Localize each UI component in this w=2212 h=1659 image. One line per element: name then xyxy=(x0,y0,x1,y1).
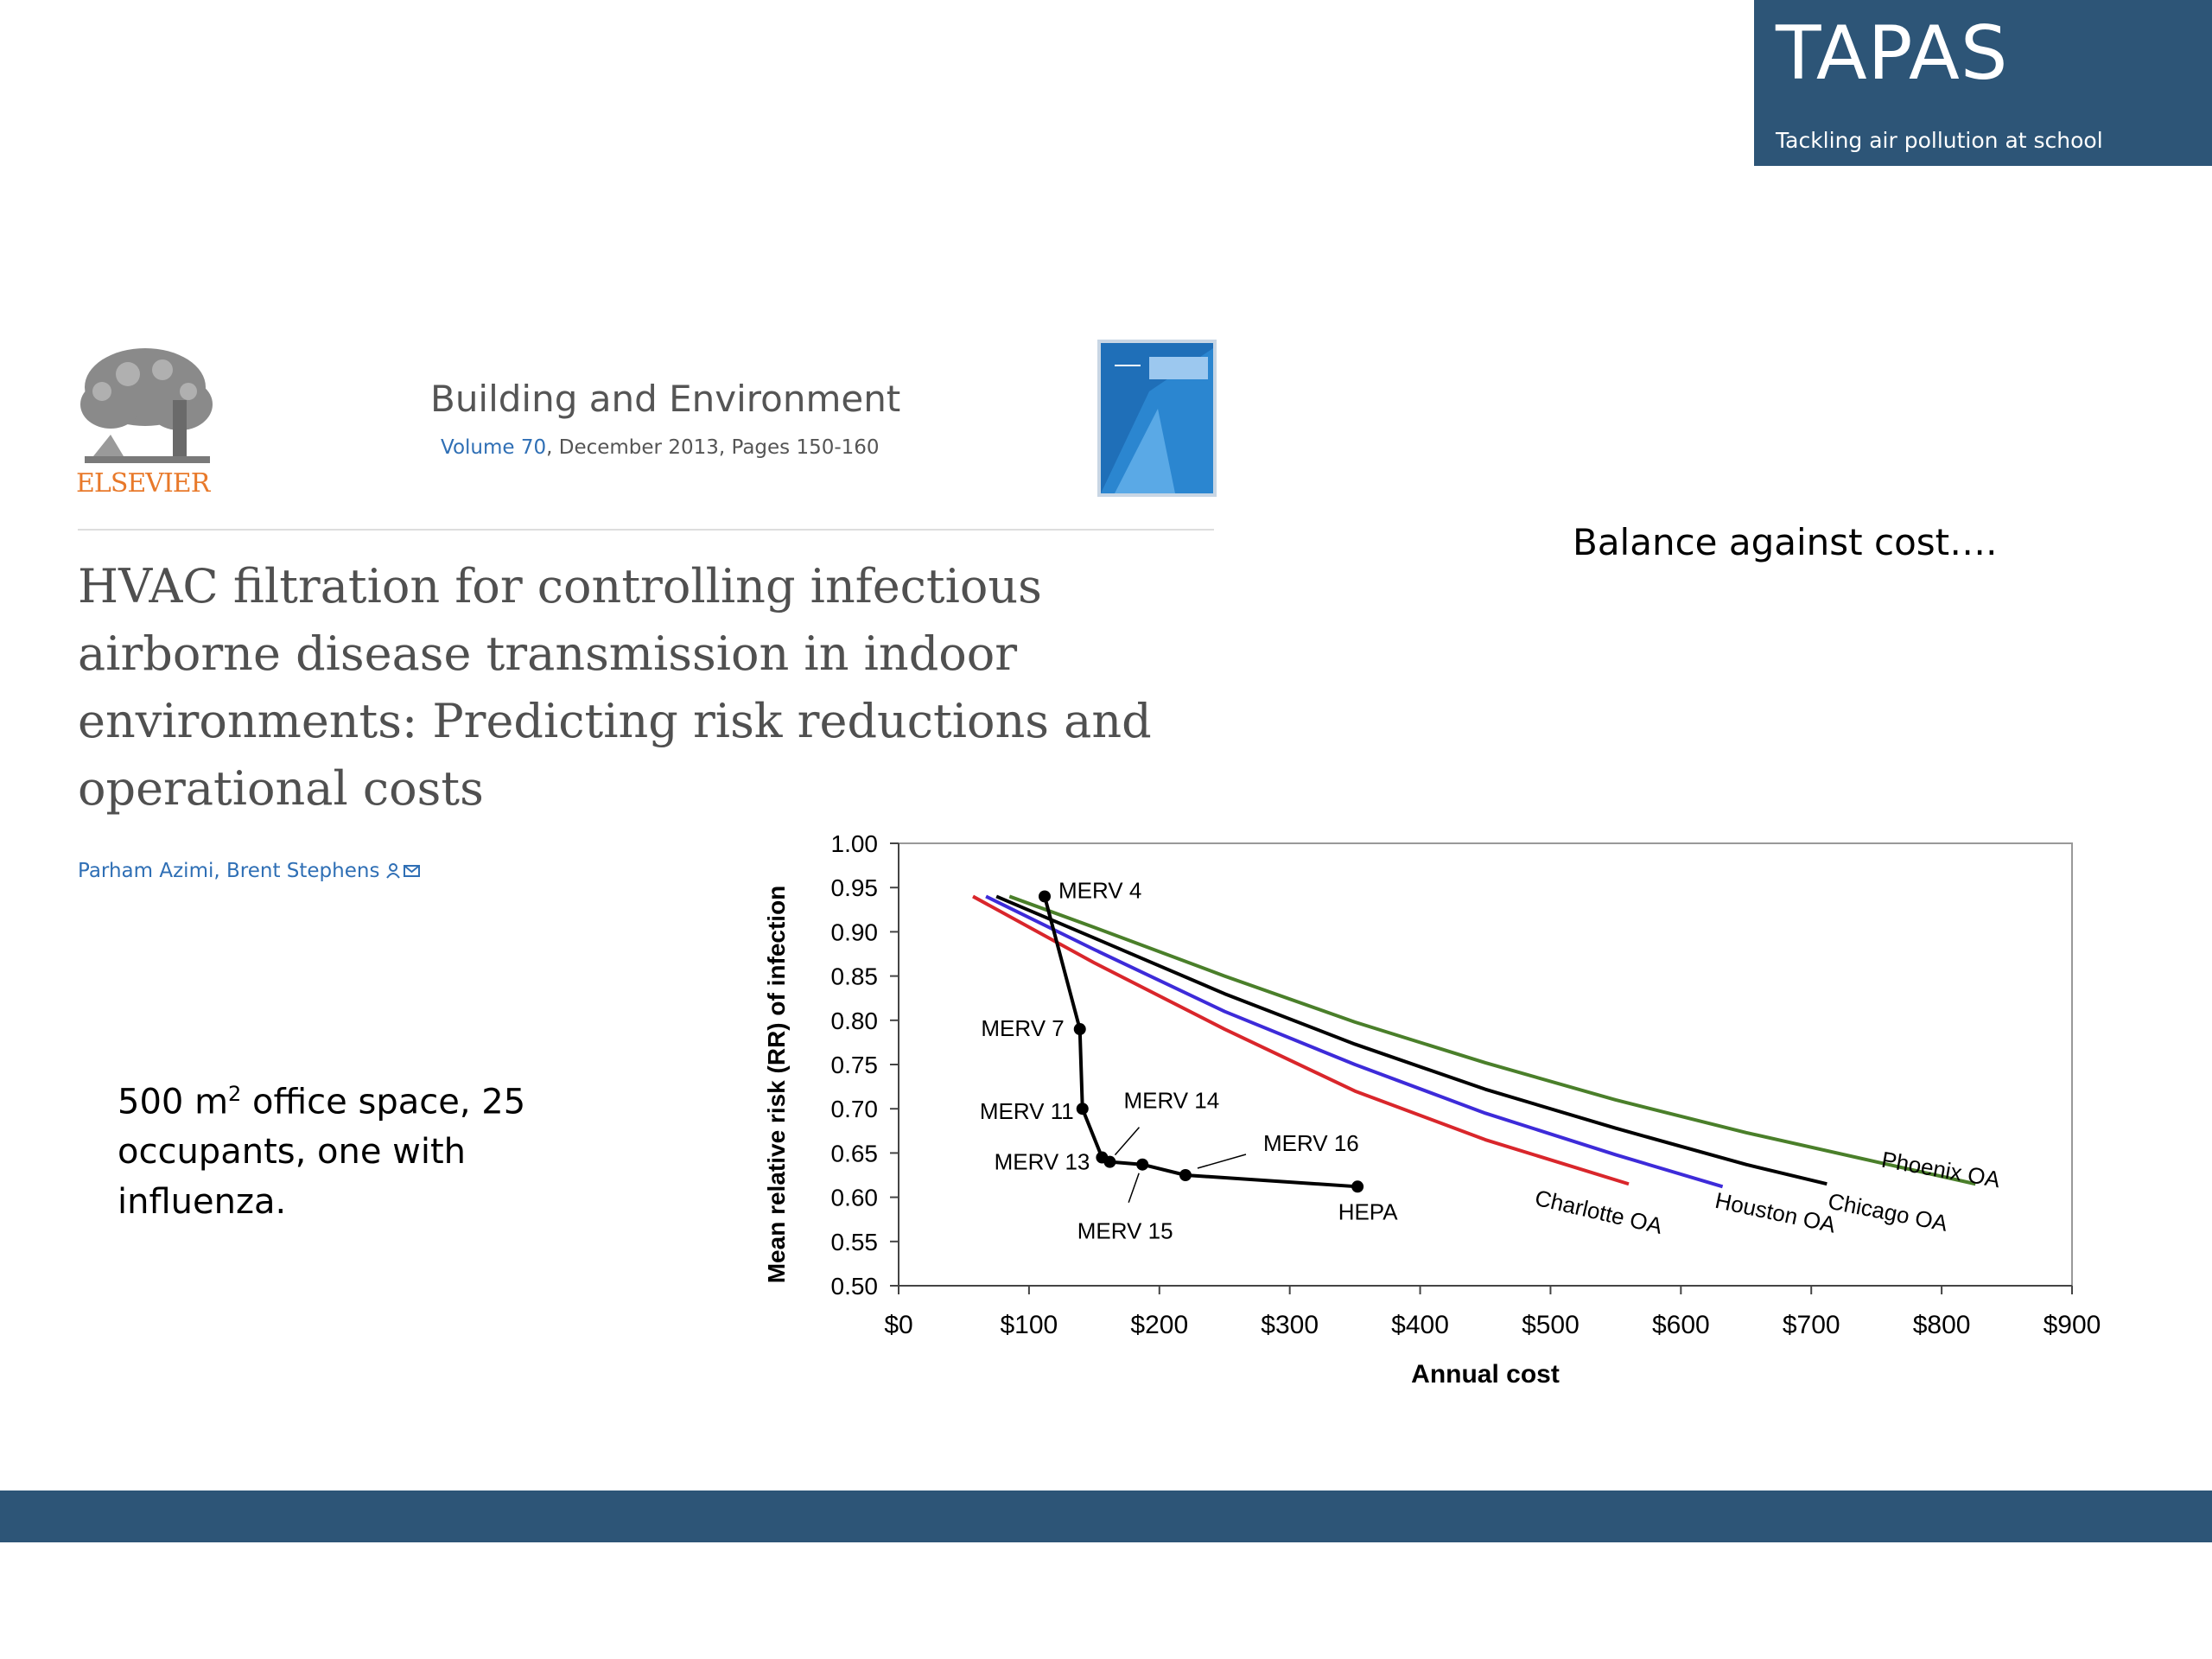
filter-point xyxy=(1136,1158,1149,1171)
y-tick-label: 0.85 xyxy=(831,963,879,990)
series-line-houston-oa xyxy=(985,894,1724,1189)
label-leader xyxy=(1114,1127,1141,1156)
x-tick-label: $0 xyxy=(884,1311,912,1339)
filter-point xyxy=(1103,1155,1116,1168)
x-tick-label: $500 xyxy=(1522,1311,1580,1339)
y-tick-label: 0.55 xyxy=(831,1229,879,1255)
paper-title: HVAC filtration for controlling infectio… xyxy=(78,559,1152,816)
x-tick-label: $600 xyxy=(1652,1311,1710,1339)
x-axis-label: Annual cost xyxy=(1411,1360,1560,1389)
x-tick-label: $100 xyxy=(1001,1311,1058,1339)
y-tick-label: 0.75 xyxy=(831,1052,879,1078)
citation-details: , December 2013, Pages 150-160 xyxy=(546,436,880,459)
person-mail-icon[interactable] xyxy=(385,862,421,881)
filter-label: MERV 4 xyxy=(1058,877,1141,903)
cost-risk-chart: 1.00 0.95 0.90 0.85 0.80 0.75 0.70 0.65 0.60 0.55… xyxy=(763,830,2101,1389)
series-line-chicago-oa xyxy=(995,894,1827,1186)
filter-label: MERV 7 xyxy=(981,1015,1064,1041)
y-tick-label: 0.90 xyxy=(831,918,879,945)
journal-cover-image[interactable] xyxy=(1097,340,1217,497)
author-names[interactable]: Parham Azimi, Brent Stephens xyxy=(78,860,380,882)
filter-curve: MERV 4 MERV 7 MERV 11 MERV 13 MERV 14 MERV 15… xyxy=(980,877,1398,1243)
elsevier-tree-logo xyxy=(80,348,213,463)
header-divider xyxy=(78,529,1214,531)
x-axis-ticks: $0 $100 $200 $300 $400 $500 $600 $700 $800 $900 xyxy=(884,1286,2101,1339)
series-line-charlotte-oa xyxy=(972,894,1630,1186)
filter-point xyxy=(1038,890,1051,903)
journal-citation: Volume 70, December 2013, Pages 150-160 xyxy=(441,436,880,459)
filter-point xyxy=(1351,1180,1364,1193)
y-tick-label: 0.95 xyxy=(831,874,879,901)
y-tick-label: 0.80 xyxy=(831,1007,879,1034)
filter-point xyxy=(1179,1169,1192,1181)
scenario-superscript: 2 xyxy=(228,1082,242,1106)
elsevier-wordmark: ELSEVIER xyxy=(76,468,210,499)
x-tick-label: $400 xyxy=(1391,1311,1449,1339)
filter-point xyxy=(1073,1023,1086,1036)
y-axis-ticks: 1.00 0.95 0.90 0.85 0.80 0.75 0.70 0.65 0.60 0.55… xyxy=(831,830,899,1300)
filter-label: MERV 16 xyxy=(1263,1130,1359,1156)
y-axis-label: Mean relative risk (RR) of infection xyxy=(763,886,790,1284)
balance-note: Balance against cost…. xyxy=(1573,521,1998,563)
y-tick-label: 1.00 xyxy=(831,830,879,857)
filter-label: HEPA xyxy=(1338,1198,1399,1224)
y-tick-label: 0.65 xyxy=(831,1140,879,1166)
x-tick-label: $900 xyxy=(2044,1311,2101,1339)
x-tick-label: $700 xyxy=(1783,1311,1840,1339)
footer-bar xyxy=(0,1491,2212,1542)
scenario-note: 500 m2 office space, 25 occupants, one w… xyxy=(118,1069,567,1227)
brand-name: TAPAS xyxy=(1776,10,2009,97)
brand-banner: TAPAS Tackling air pollution at school xyxy=(1754,0,2212,166)
filter-label: MERV 14 xyxy=(1123,1088,1219,1114)
filter-label: MERV 15 xyxy=(1077,1218,1173,1244)
label-leader xyxy=(1128,1173,1140,1203)
series-line-phoenix-oa xyxy=(1008,894,1976,1186)
volume-link[interactable]: Volume 70 xyxy=(441,436,547,459)
paper-authors: Parham Azimi, Brent Stephens xyxy=(78,860,421,882)
series-label: Phoenix OA xyxy=(1879,1147,2002,1193)
brand-tagline: Tackling air pollution at school xyxy=(1776,128,2103,153)
filter-label: MERV 11 xyxy=(980,1098,1074,1124)
journal-name: Building and Environment xyxy=(430,378,901,420)
series-label: Chicago OA xyxy=(1826,1188,1950,1236)
y-tick-label: 0.70 xyxy=(831,1096,879,1122)
y-tick-label: 0.50 xyxy=(831,1273,879,1300)
x-tick-label: $800 xyxy=(1913,1311,1971,1339)
x-tick-label: $200 xyxy=(1130,1311,1188,1339)
series-label: Charlotte OA xyxy=(1533,1185,1666,1239)
filter-label: MERV 13 xyxy=(995,1149,1090,1175)
scenario-description: office space, 25 occupants, one with inf… xyxy=(118,1082,526,1223)
series-label: Houston OA xyxy=(1713,1187,1838,1238)
scenario-area: 500 m xyxy=(118,1082,229,1122)
filter-point xyxy=(1076,1103,1089,1116)
label-leader xyxy=(1197,1154,1247,1169)
y-tick-label: 0.60 xyxy=(831,1185,879,1211)
x-tick-label: $300 xyxy=(1261,1311,1319,1339)
